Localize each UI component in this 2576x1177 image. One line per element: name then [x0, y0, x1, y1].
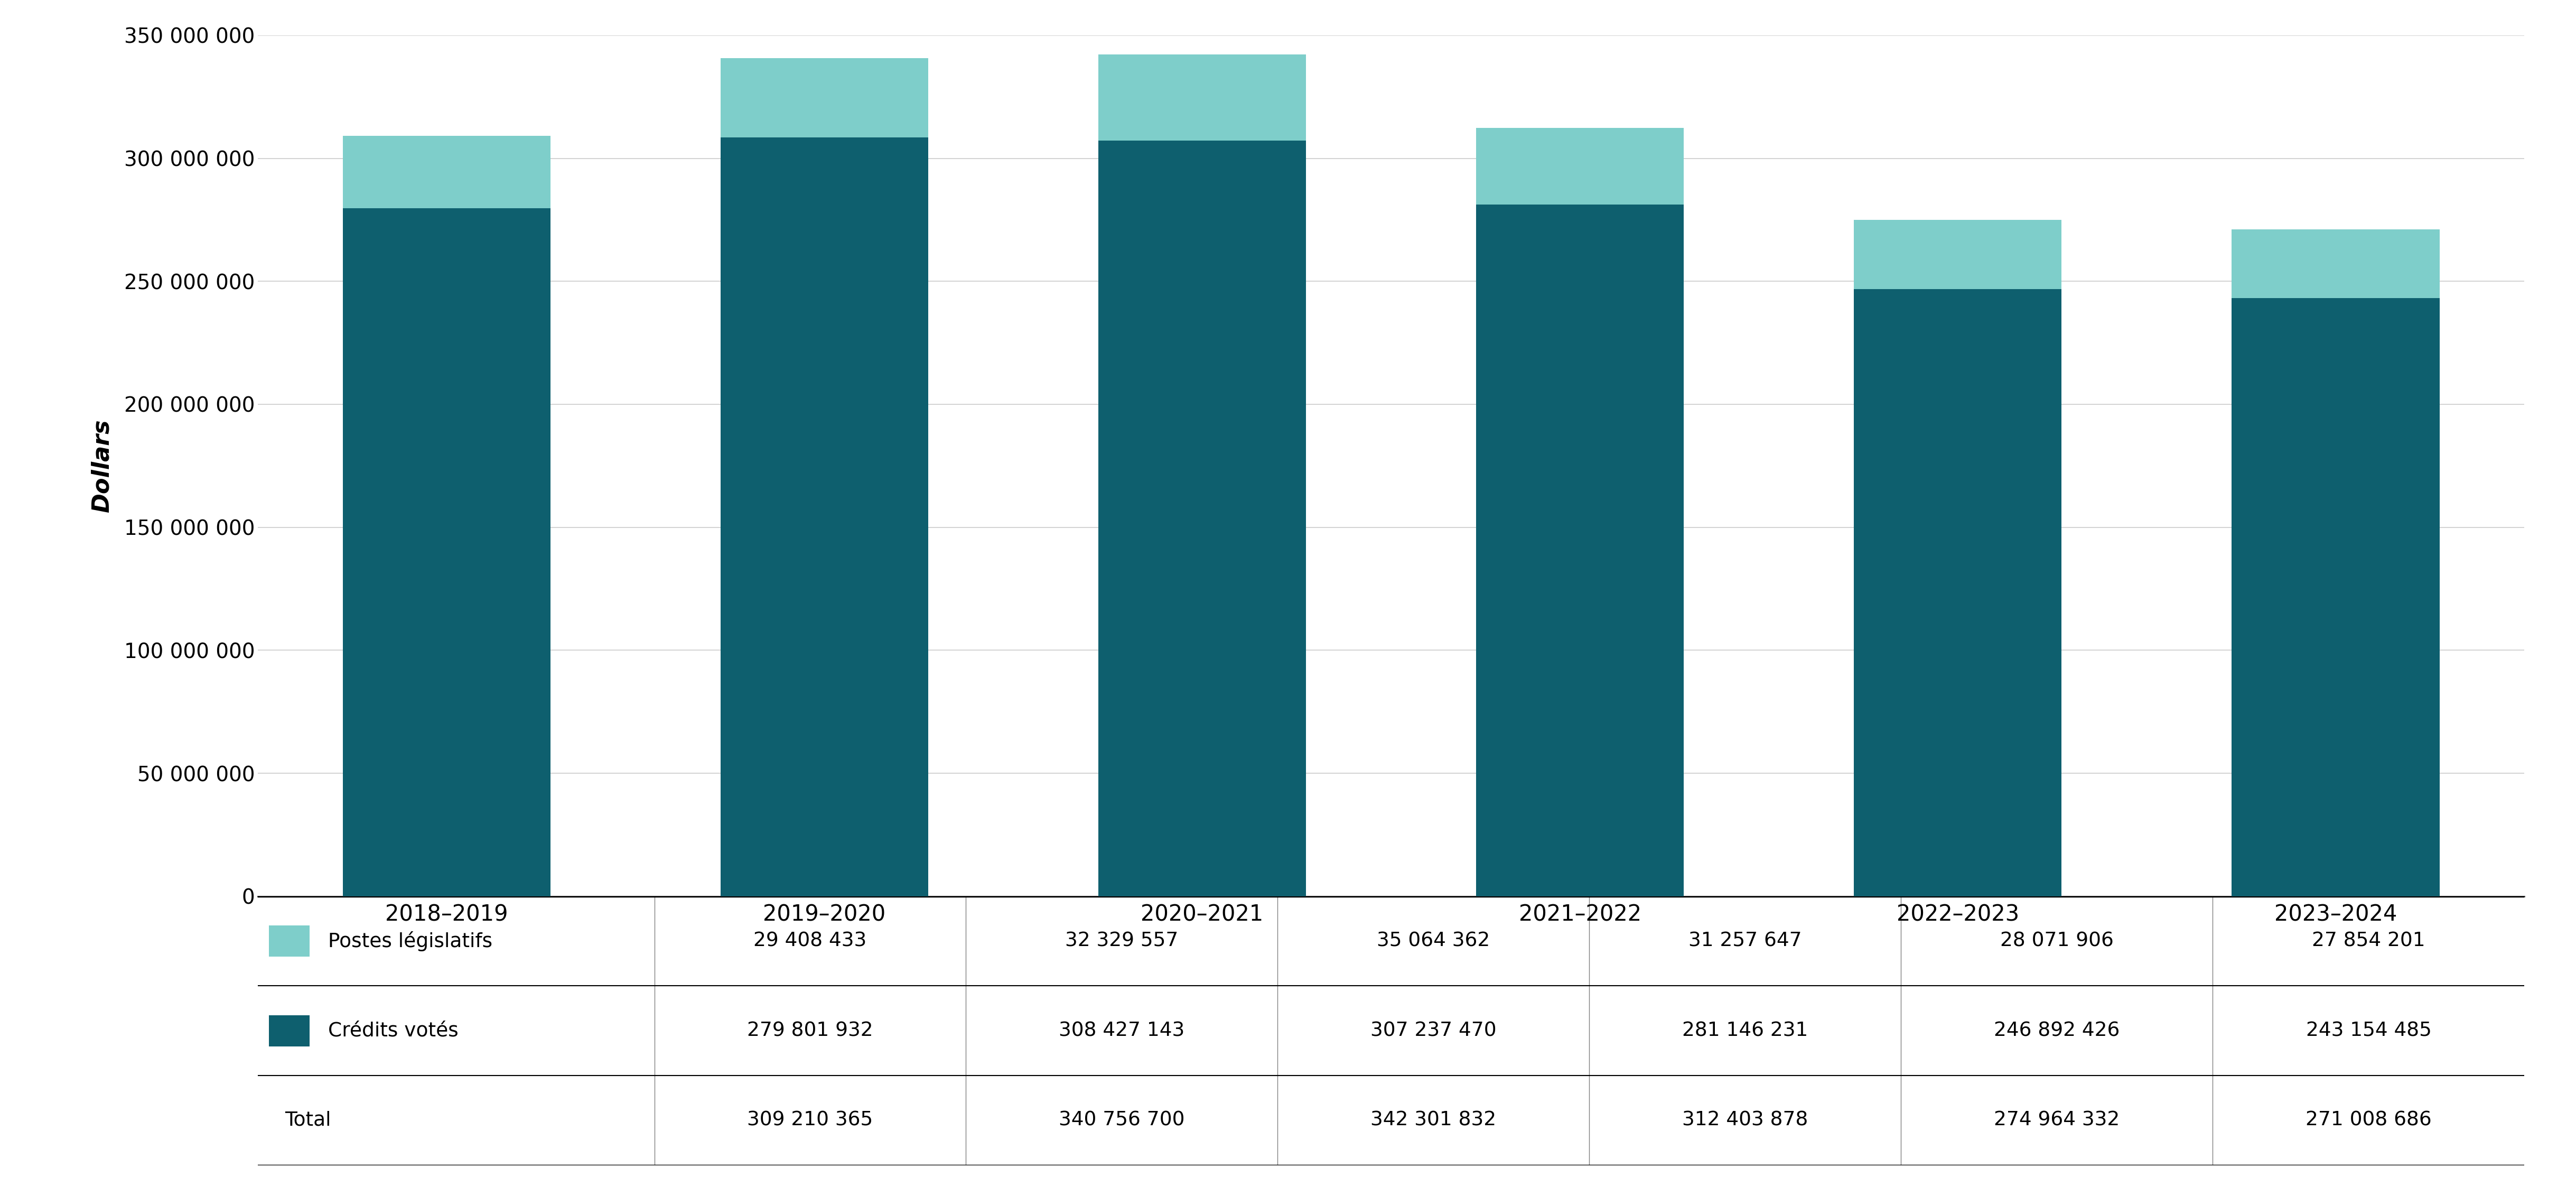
- Text: 246 892 426: 246 892 426: [1994, 1022, 2120, 1040]
- Text: 307 237 470: 307 237 470: [1370, 1022, 1497, 1040]
- Text: 29 408 433: 29 408 433: [755, 931, 866, 951]
- Bar: [2231, 298, 2439, 896]
- Text: 340 756 700: 340 756 700: [1059, 1111, 1185, 1130]
- Bar: [343, 208, 551, 896]
- Bar: [1476, 128, 1685, 205]
- Text: 342 301 832: 342 301 832: [1370, 1111, 1497, 1130]
- Bar: [1855, 288, 2061, 896]
- Text: 312 403 878: 312 403 878: [1682, 1111, 1808, 1130]
- Text: 243 154 485: 243 154 485: [2306, 1022, 2432, 1040]
- Text: Total: Total: [286, 1111, 332, 1130]
- Text: Postes législatifs: Postes législatifs: [327, 931, 492, 951]
- Text: 35 064 362: 35 064 362: [1378, 931, 1489, 951]
- Y-axis label: Dollars: Dollars: [90, 419, 113, 512]
- Text: 308 427 143: 308 427 143: [1059, 1022, 1185, 1040]
- Bar: [1855, 220, 2061, 288]
- Text: 309 210 365: 309 210 365: [747, 1111, 873, 1130]
- Bar: [1097, 140, 1306, 896]
- Bar: [1097, 54, 1306, 140]
- Text: 32 329 557: 32 329 557: [1066, 931, 1177, 951]
- Text: 281 146 231: 281 146 231: [1682, 1022, 1808, 1040]
- Text: 279 801 932: 279 801 932: [747, 1022, 873, 1040]
- Text: 31 257 647: 31 257 647: [1687, 931, 1803, 951]
- Bar: [2231, 230, 2439, 298]
- Text: Crédits votés: Crédits votés: [327, 1022, 459, 1040]
- Bar: [268, 925, 309, 957]
- Bar: [343, 135, 551, 208]
- Text: 274 964 332: 274 964 332: [1994, 1111, 2120, 1130]
- Bar: [268, 1015, 309, 1046]
- Bar: [1476, 205, 1685, 896]
- Bar: [721, 58, 927, 138]
- Text: 27 854 201: 27 854 201: [2311, 931, 2427, 951]
- Text: 28 071 906: 28 071 906: [1999, 931, 2115, 951]
- Text: 271 008 686: 271 008 686: [2306, 1111, 2432, 1130]
- Bar: [721, 138, 927, 896]
